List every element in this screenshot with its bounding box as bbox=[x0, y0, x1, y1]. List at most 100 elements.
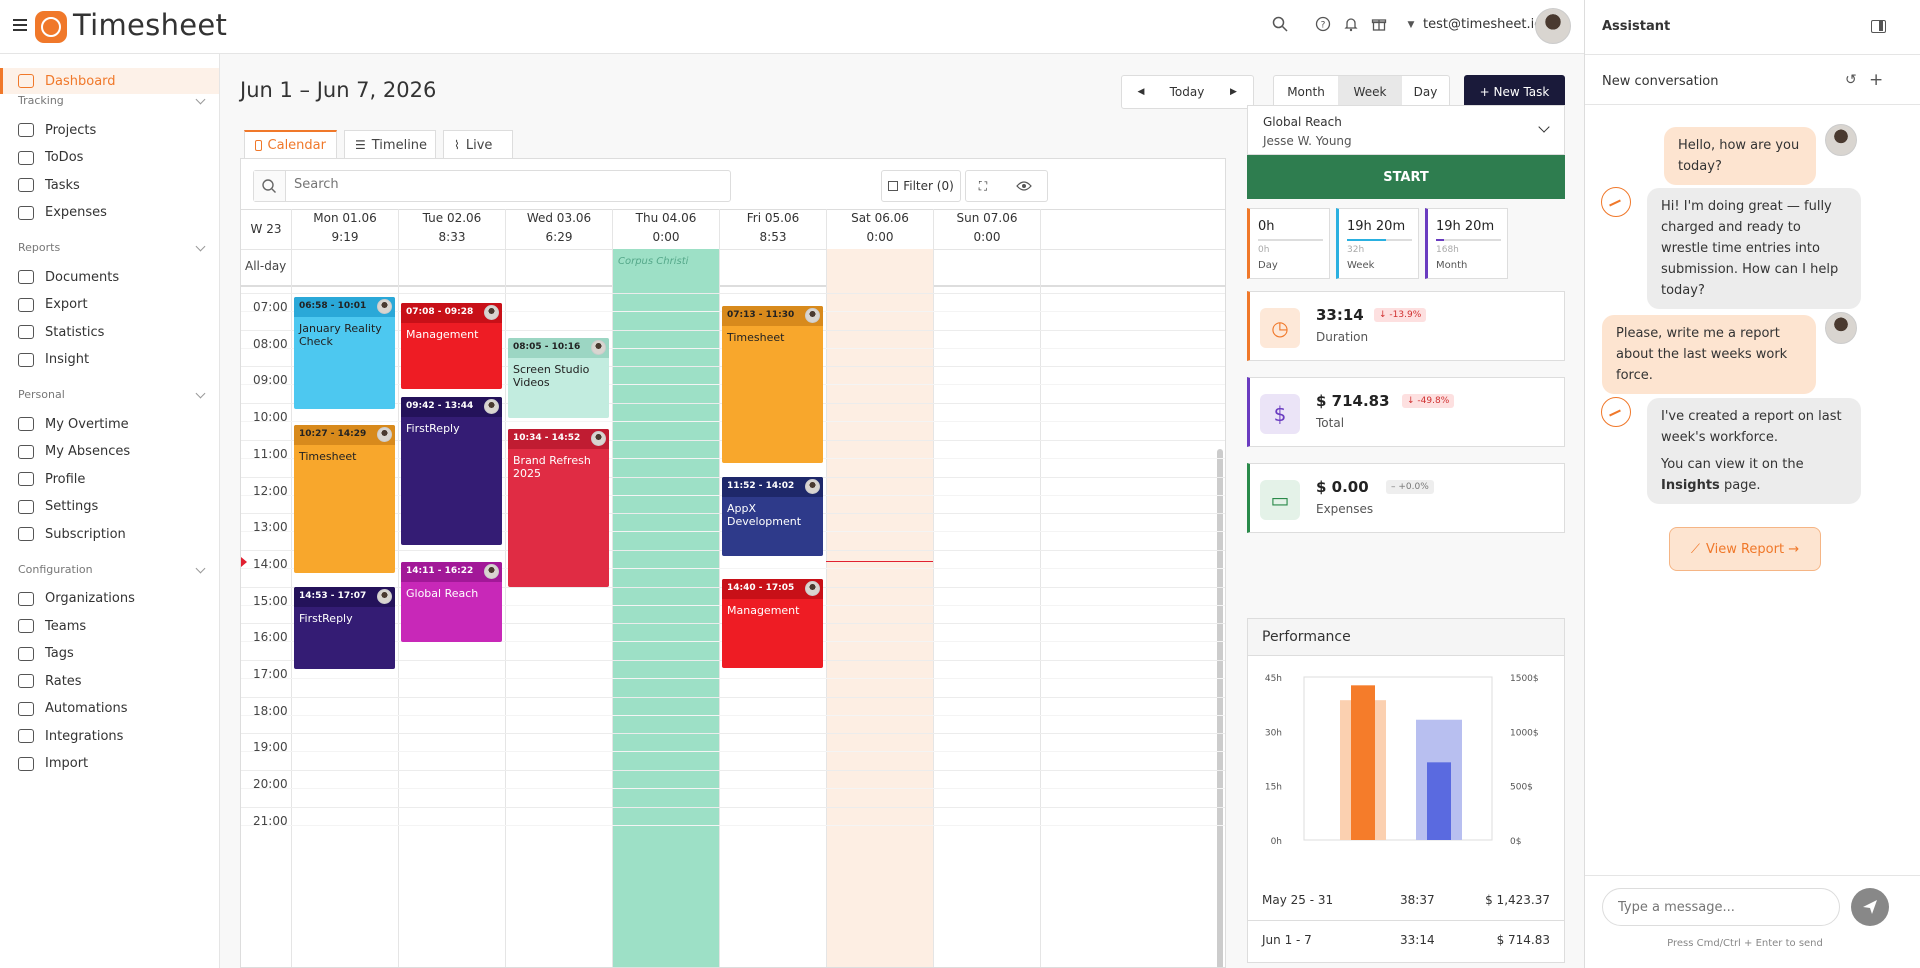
week-view-button[interactable]: Week bbox=[1338, 75, 1403, 109]
sidebar-item-rates[interactable]: Rates bbox=[0, 668, 219, 694]
user-email[interactable]: test@timesheet.io bbox=[1423, 17, 1543, 32]
next-week-button[interactable]: ▶ bbox=[1214, 75, 1254, 109]
calendar-event[interactable]: 07:13 - 11:30 Timesheet bbox=[722, 305, 823, 464]
sidebar-section-configuration[interactable]: Configuration bbox=[18, 563, 204, 576]
sidebar-item-automations[interactable]: Automations bbox=[0, 696, 219, 722]
today-button[interactable]: Today bbox=[1160, 75, 1215, 109]
calendar-event[interactable]: 14:11 - 16:22 Global Reach bbox=[401, 561, 502, 642]
text: page. bbox=[1719, 478, 1761, 493]
sidebar-item-dashboard[interactable]: Dashboard bbox=[0, 68, 219, 94]
event-time: 07:13 - 11:30 bbox=[727, 309, 795, 320]
sidebar-section-personal[interactable]: Personal bbox=[18, 388, 204, 401]
day-header[interactable]: Wed 03.06 6:29 bbox=[505, 209, 612, 249]
amount: $ 714.83 bbox=[1496, 933, 1550, 947]
sidebar-item-label: Documents bbox=[45, 269, 120, 285]
sidebar-item-projects[interactable]: Projects bbox=[0, 117, 219, 143]
tab-calendar[interactable]: Calendar bbox=[244, 130, 337, 159]
plus-icon[interactable]: + bbox=[1869, 70, 1884, 90]
sidebar-item-documents[interactable]: Documents bbox=[0, 264, 219, 290]
calendar-event[interactable]: 09:42 - 13:44 FirstReply bbox=[401, 397, 502, 546]
sidebar-item-my-overtime[interactable]: My Overtime bbox=[0, 411, 219, 437]
send-button[interactable] bbox=[1851, 888, 1889, 926]
right-tick-label: 1000$ bbox=[1510, 728, 1539, 738]
sidebar-item-todos[interactable]: ToDos bbox=[0, 145, 219, 171]
sidebar-item-my-absences[interactable]: My Absences bbox=[0, 439, 219, 465]
calendar-event[interactable]: 11:52 - 14:02 AppX Development bbox=[722, 476, 823, 557]
tab-timeline[interactable]: ☰ Timeline bbox=[344, 130, 436, 159]
sidebar-item-integrations[interactable]: Integrations bbox=[0, 723, 219, 749]
user-message: Please, write me a report about the last… bbox=[1602, 315, 1816, 394]
new-task-button[interactable]: + New Task bbox=[1464, 75, 1565, 109]
caret-down-icon[interactable]: ▼ bbox=[1407, 20, 1415, 30]
sidebar-item-insight[interactable]: Insight bbox=[0, 347, 219, 373]
app-name: Timesheet bbox=[73, 8, 228, 42]
search-icon[interactable] bbox=[1271, 16, 1289, 34]
hour-label: 12:00 bbox=[253, 483, 288, 498]
calendar-event[interactable]: 08:05 - 10:16 Screen Studio Videos bbox=[508, 337, 609, 418]
day-header[interactable]: Thu 04.06 0:00 bbox=[612, 209, 719, 249]
sidebar-item-tasks[interactable]: Tasks bbox=[0, 172, 219, 198]
summary-card-week[interactable]: 19h 20m 32h Week bbox=[1336, 208, 1419, 279]
stat-value: 33:14 bbox=[1316, 306, 1364, 324]
day-view-button[interactable]: Day bbox=[1402, 75, 1450, 109]
eye-icon[interactable] bbox=[1000, 170, 1048, 202]
sidebar-item-organizations[interactable]: Organizations bbox=[0, 586, 219, 612]
hours: 38:37 bbox=[1400, 893, 1435, 907]
scrollbar[interactable] bbox=[1217, 449, 1223, 967]
history-icon[interactable]: ↺ bbox=[1845, 72, 1857, 88]
bell-icon[interactable] bbox=[1342, 16, 1360, 34]
event-user-avatar bbox=[591, 430, 606, 446]
sidebar-item-settings[interactable]: Settings bbox=[0, 494, 219, 520]
day-header[interactable]: Sun 07.06 0:00 bbox=[933, 209, 1040, 249]
filter-button[interactable]: Filter (0) bbox=[881, 170, 961, 202]
half-hour-line bbox=[241, 678, 1225, 679]
sidebar-item-subscription[interactable]: Subscription bbox=[0, 521, 219, 547]
progress-track bbox=[1436, 239, 1501, 241]
sidebar-section-tracking[interactable]: Tracking bbox=[18, 94, 204, 107]
fullscreen-icon[interactable]: ⛶ bbox=[965, 170, 1001, 202]
summary-card-month[interactable]: 19h 20m 168h Month bbox=[1425, 208, 1508, 279]
calendar-event[interactable]: 10:34 - 14:52 Brand Refresh 2025 bbox=[508, 428, 609, 587]
sidebar-item-import[interactable]: Import bbox=[0, 751, 219, 777]
message-input[interactable] bbox=[1602, 888, 1840, 926]
start-button[interactable]: START bbox=[1247, 155, 1565, 199]
right-tick-label: 500$ bbox=[1510, 783, 1533, 793]
user-avatar[interactable] bbox=[1535, 8, 1571, 44]
calendar-event[interactable]: 06:58 - 10:01 January Reality Check bbox=[294, 296, 395, 409]
gift-icon[interactable] bbox=[1370, 16, 1388, 34]
day-header[interactable]: Mon 01.06 9:19 bbox=[291, 209, 398, 249]
stat-card-duration: ◷ 33:14 ↓ -13.9% Duration bbox=[1247, 291, 1565, 361]
calendar-event[interactable]: 07:08 - 09:28 Management bbox=[401, 302, 502, 389]
day-header[interactable]: Sat 06.06 0:00 bbox=[826, 209, 933, 249]
day-header[interactable]: Fri 05.06 8:53 bbox=[719, 209, 826, 249]
insights-link[interactable]: Insights bbox=[1661, 478, 1720, 493]
event-user-avatar bbox=[591, 339, 606, 355]
calendar-event[interactable]: 10:27 - 14:29 Timesheet bbox=[294, 424, 395, 573]
sidebar-item-profile[interactable]: Profile bbox=[0, 466, 219, 492]
event-time-bar: 09:42 - 13:44 bbox=[401, 397, 502, 418]
sidebar-item-tags[interactable]: Tags bbox=[0, 641, 219, 667]
view-report-button[interactable]: ⟋ View Report → bbox=[1669, 527, 1821, 571]
sidebar-section-reports[interactable]: Reports bbox=[18, 241, 204, 254]
day-name: Sun 07.06 bbox=[956, 211, 1018, 225]
event-title: AppX Development bbox=[727, 501, 802, 528]
plot-area bbox=[1303, 676, 1493, 841]
summary-label: Week bbox=[1347, 260, 1375, 271]
documents-icon bbox=[18, 270, 34, 284]
sidebar-item-export[interactable]: Export bbox=[0, 292, 219, 318]
summary-card-day[interactable]: 0h 0h Day bbox=[1247, 208, 1330, 279]
prev-week-button[interactable]: ◀ bbox=[1121, 75, 1161, 109]
sidebar-item-statistics[interactable]: Statistics bbox=[0, 319, 219, 345]
panel-toggle-icon[interactable] bbox=[1871, 20, 1886, 33]
tab-live[interactable]: ⌇ Live bbox=[443, 130, 513, 159]
search-input[interactable] bbox=[294, 177, 714, 192]
tracker-project-select[interactable]: Global Reach Jesse W. Young bbox=[1247, 105, 1565, 155]
calendar-event[interactable]: 14:40 - 17:05 Management bbox=[722, 579, 823, 669]
calendar-event[interactable]: 14:53 - 17:07 FirstReply bbox=[294, 587, 395, 670]
sidebar-item-teams[interactable]: Teams bbox=[0, 613, 219, 639]
day-header[interactable]: Tue 02.06 8:33 bbox=[398, 209, 505, 249]
help-icon[interactable]: ? bbox=[1314, 16, 1332, 34]
month-view-button[interactable]: Month bbox=[1273, 75, 1339, 109]
sidebar-item-expenses[interactable]: Expenses bbox=[0, 200, 219, 226]
menu-icon[interactable] bbox=[13, 19, 27, 31]
